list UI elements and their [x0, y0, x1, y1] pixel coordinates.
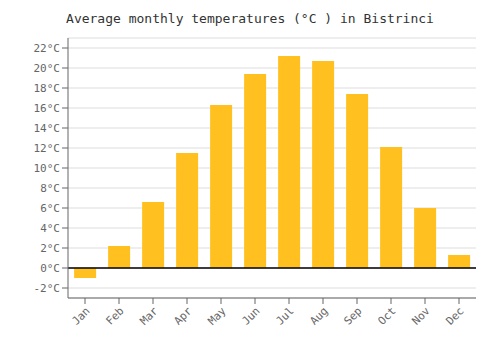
svg-text:Oct: Oct	[375, 304, 398, 327]
svg-text:May: May	[205, 304, 229, 328]
svg-text:Jul: Jul	[273, 304, 296, 327]
svg-text:Sep: Sep	[341, 304, 364, 327]
svg-text:4°C: 4°C	[40, 222, 60, 235]
svg-text:Feb: Feb	[103, 304, 126, 327]
svg-text:Apr: Apr	[171, 304, 195, 328]
svg-text:6°C: 6°C	[40, 202, 60, 215]
svg-text:Jan: Jan	[69, 304, 92, 327]
svg-text:Mar: Mar	[137, 304, 161, 328]
svg-text:Dec: Dec	[443, 304, 466, 327]
svg-text:22°C: 22°C	[34, 42, 61, 55]
svg-text:14°C: 14°C	[34, 122, 61, 135]
svg-text:12°C: 12°C	[34, 142, 61, 155]
svg-text:0°C: 0°C	[40, 262, 60, 275]
svg-text:Aug: Aug	[307, 304, 330, 327]
svg-text:10°C: 10°C	[34, 162, 61, 175]
svg-text:-2°C: -2°C	[34, 282, 61, 295]
svg-text:Jun: Jun	[239, 304, 262, 327]
svg-text:2°C: 2°C	[40, 242, 60, 255]
svg-text:16°C: 16°C	[34, 102, 61, 115]
svg-text:18°C: 18°C	[34, 82, 61, 95]
svg-text:Nov: Nov	[409, 304, 433, 328]
svg-text:20°C: 20°C	[34, 62, 61, 75]
svg-text:8°C: 8°C	[40, 182, 60, 195]
html-text:Average monthly temperatures (: Average monthly temperatures (°C ) in Bi…	[66, 11, 434, 26]
